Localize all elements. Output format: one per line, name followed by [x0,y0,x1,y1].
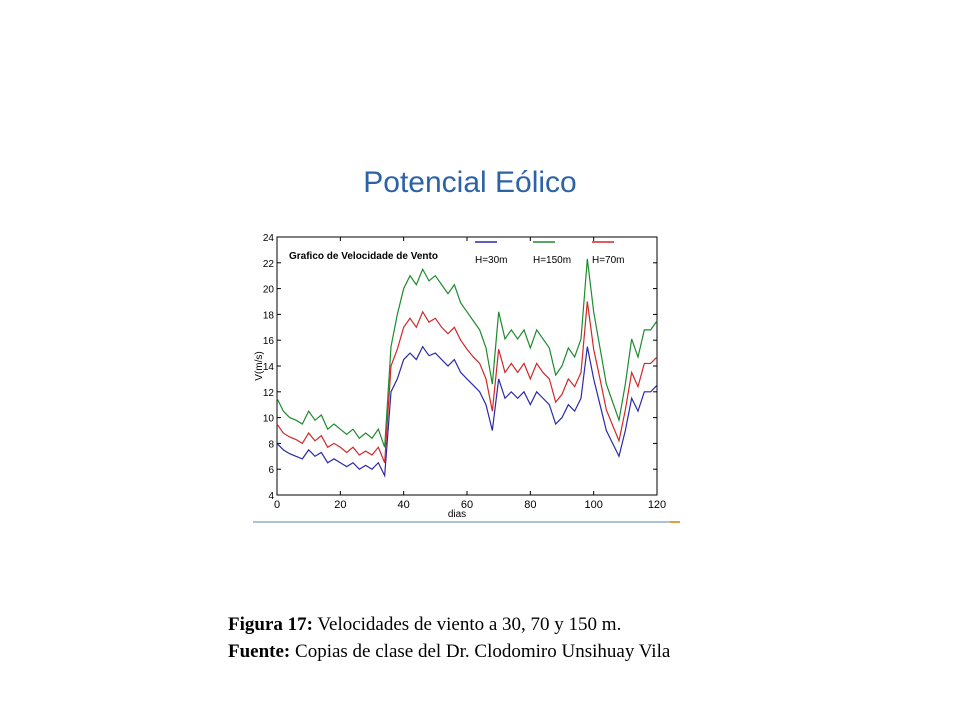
x-tick-label: 40 [398,499,410,511]
caption-text: Copias de clase del Dr. Clodomiro Unsihu… [295,641,671,662]
x-axis-label: dias [448,509,466,520]
legend-label: H=70m [592,255,625,266]
x-tick-label: 0 [274,499,280,511]
series-line [276,301,658,463]
series-line [276,345,658,478]
caption-line: Fuente: Copias de clase del Dr. Clodomir… [228,641,671,662]
chart-title: Grafico de Velocidade de Vento [289,251,438,262]
y-tick-label: 16 [263,336,275,347]
x-tick-label: 80 [524,499,536,511]
x-tick-label: 100 [584,499,602,511]
caption-label: Figura 17: [228,614,313,635]
series-line [276,258,658,448]
y-tick-label: 8 [268,439,274,450]
caption-text: Velocidades de viento a 30, 70 y 150 m. [317,614,621,635]
x-tick-label: 60 [461,499,473,511]
slide-title: Potencial Eólico [363,166,576,199]
y-tick-label: 20 [263,285,275,296]
y-axis-label: V(m/s) [254,351,265,380]
y-tick-label: 24 [263,233,275,244]
x-tick-label: 20 [334,499,346,511]
legend-label: H=30m [475,255,508,266]
caption-line: Figura 17: Velocidades de viento a 30, 7… [228,614,621,635]
y-tick-label: 12 [263,388,275,399]
y-tick-label: 18 [263,310,275,321]
legend-label: H=150m [533,255,571,266]
y-tick-label: 10 [263,414,275,425]
y-tick-label: 22 [263,259,275,270]
y-tick-label: 14 [263,362,275,373]
caption-label: Fuente: [228,641,290,662]
y-tick-label: 4 [268,491,274,502]
x-tick-label: 120 [648,499,666,511]
chart: 4 6 8 10 12 14 16 18 20 22 24 0 20 40 60 80 100 120 dias V(… [254,233,666,520]
y-tick-label: 6 [268,465,274,476]
